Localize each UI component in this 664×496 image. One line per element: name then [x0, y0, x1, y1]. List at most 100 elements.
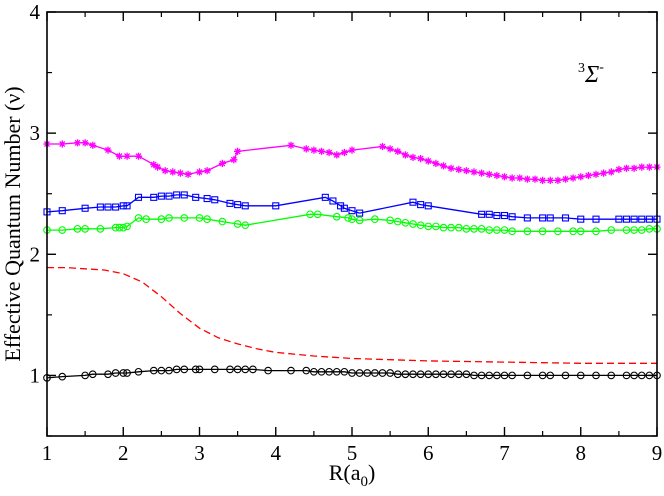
data-point [154, 163, 162, 171]
data-point [637, 226, 646, 234]
data-point [81, 224, 89, 233]
data-point [386, 145, 394, 153]
series-line [47, 266, 657, 364]
data-point [104, 203, 112, 211]
data-point [329, 197, 337, 205]
data-point [378, 369, 387, 377]
data-point [337, 202, 345, 210]
data-point [348, 369, 356, 377]
data-point [81, 204, 89, 212]
data-point [195, 214, 204, 222]
data-point [638, 163, 646, 171]
data-point [218, 217, 227, 226]
data-point [371, 369, 379, 377]
data-point [508, 371, 516, 380]
data-point [356, 209, 364, 217]
data-point [150, 161, 158, 169]
data-point [409, 198, 417, 206]
x-tick-label: 5 [347, 441, 358, 465]
data-point [424, 370, 433, 379]
data-point [123, 369, 131, 377]
data-point [241, 365, 250, 374]
data-point [432, 222, 440, 231]
data-point [272, 202, 280, 210]
data-point [234, 201, 242, 209]
x-tick-label: 2 [118, 441, 129, 465]
data-point [111, 223, 120, 232]
data-point [561, 175, 570, 183]
data-point [165, 192, 173, 200]
data-point [584, 171, 592, 180]
data-point [477, 371, 486, 380]
data-point [447, 164, 455, 172]
data-point [561, 371, 570, 380]
data-point [96, 203, 104, 211]
data-point [287, 141, 295, 149]
data-point [241, 202, 249, 210]
data-point [172, 365, 181, 374]
data-point [447, 223, 455, 232]
data-point [123, 222, 131, 231]
data-point [115, 223, 124, 232]
data-point [249, 365, 257, 374]
data-point [226, 365, 234, 374]
data-point [630, 226, 638, 234]
data-point [500, 173, 509, 181]
data-point [180, 214, 189, 222]
series-magenta-stars [43, 139, 661, 184]
data-point [523, 214, 531, 222]
data-point [622, 371, 631, 380]
data-point [600, 169, 608, 177]
data-point [81, 139, 89, 147]
data-point [134, 367, 143, 376]
data-point [180, 191, 188, 199]
data-point [478, 210, 486, 218]
data-point [432, 159, 440, 167]
data-point [104, 146, 112, 154]
data-point [58, 207, 66, 215]
data-point [546, 214, 554, 222]
data-point [119, 369, 128, 377]
data-point [325, 148, 333, 157]
data-point [401, 151, 409, 159]
data-point [203, 215, 211, 224]
series-red-dashed [47, 266, 657, 364]
tick-labels: 1 2 3 4 5 6 7 8 9 1 2 3 4 [30, 0, 663, 465]
data-point [577, 215, 585, 223]
series-black-circles [43, 365, 661, 382]
data-point [134, 152, 143, 160]
data-point [561, 214, 570, 222]
data-point [180, 365, 189, 374]
data-point [119, 202, 127, 210]
data-point [333, 151, 341, 159]
x-tick-label: 4 [271, 441, 282, 465]
data-point [554, 227, 562, 236]
data-point [462, 167, 470, 175]
data-point [340, 148, 348, 157]
y-tick-label: 1 [30, 363, 41, 387]
data-point [493, 226, 501, 234]
data-point [592, 227, 600, 236]
data-point [184, 170, 192, 178]
data-point [393, 217, 402, 226]
data-point [455, 165, 463, 174]
data-point [340, 367, 349, 376]
data-point [607, 371, 616, 380]
data-point [241, 221, 250, 230]
data-point [493, 171, 501, 180]
data-point [409, 370, 417, 379]
data-point [470, 371, 478, 380]
data-point [317, 367, 326, 376]
data-point [493, 371, 501, 380]
data-point [500, 371, 509, 380]
data-point [73, 224, 82, 233]
data-point [157, 192, 165, 200]
data-point [485, 170, 493, 178]
data-point [287, 366, 295, 375]
data-point [409, 153, 417, 161]
x-tick-label: 1 [42, 441, 53, 465]
data-point [119, 223, 128, 232]
data-point [531, 175, 539, 183]
data-point [386, 216, 394, 225]
data-point [344, 214, 353, 222]
